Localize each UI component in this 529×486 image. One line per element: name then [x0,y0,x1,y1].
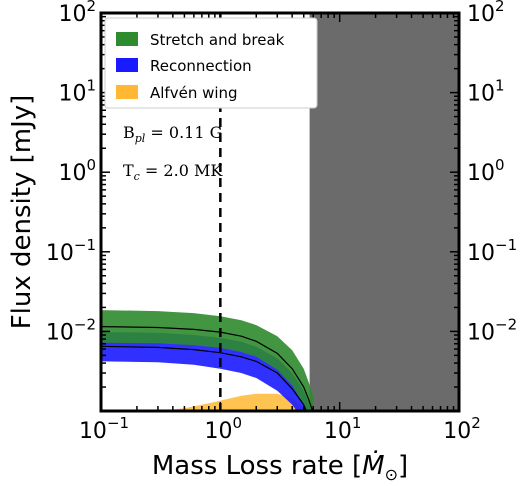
shaded-region [309,13,459,411]
x-tick-label: 100 [205,414,243,444]
annotation-temperature: Tc = 2.0 MK [123,161,223,183]
y-tick-label-right: 10−2 [467,315,517,345]
series-line-1 [101,345,307,411]
series-bands [101,310,314,411]
legend-label-alfven: Alfvén wing [150,84,238,102]
legend-swatch-stretch [116,32,138,46]
y-tick-label-right: 10−1 [467,236,517,266]
axis-ticks [100,13,459,412]
legend-label-reconnection: Reconnection [150,57,252,75]
x-tick-label: 102 [443,414,481,444]
annotations: Bpl = 0.11 G Tc = 2.0 MK [123,123,223,183]
series-line-0 [101,326,314,411]
y-tick-label: 100 [58,156,96,186]
legend-swatch-reconnection [116,58,138,72]
series-lines [101,326,314,411]
y-axis-label: Flux density [mJy] [7,95,37,330]
y-tick-label: 10−1 [46,236,96,266]
plot-area [101,13,459,411]
y-tick-label: 10−2 [46,315,96,345]
legend-box [104,17,318,109]
plot-frame [99,11,461,413]
x-axis-label: Mass Loss rate [Ṁ⊙] [152,449,408,484]
y-tick-label-right: 102 [467,0,505,27]
y-tick-label: 101 [58,77,96,107]
x-tick-label: 101 [324,414,362,444]
y-tick-label-right: 100 [467,156,505,186]
y-tick-label-right: 101 [467,77,505,107]
legend-swatch-alfven [116,85,138,99]
legend: Stretch and break Reconnection Alfvén wi… [104,17,318,109]
axis-tick-labels: 10−1 100 101 102 10−2 10−2 10−1 10−1 100 100 101 10… [46,0,517,444]
annotation-bfield: Bpl = 0.11 G [123,123,222,145]
x-tick-label: 10−1 [79,414,129,444]
band-0 [101,310,314,411]
legend-label-stretch: Stretch and break [150,31,285,49]
band-2 [157,393,309,411]
y-tick-label: 102 [58,0,96,27]
